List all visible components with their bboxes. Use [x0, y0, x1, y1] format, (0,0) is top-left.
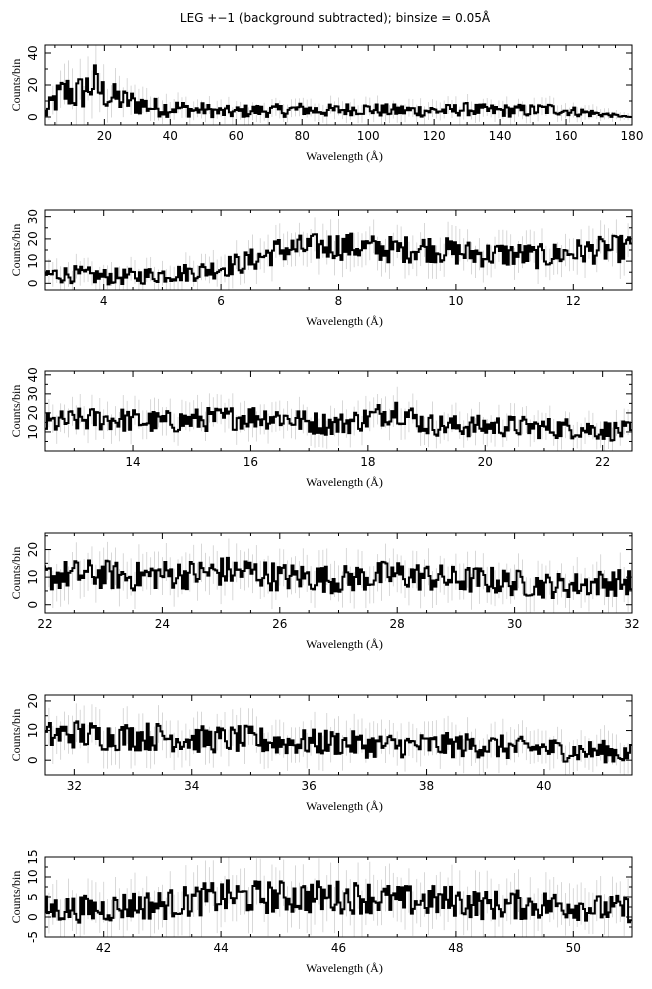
- x-tick-label: 8: [335, 294, 343, 308]
- x-tick-label: 46: [331, 941, 346, 955]
- y-tick-label: 0: [26, 756, 40, 764]
- chart-panel-1: 20 40 60 80 100 120 140 160 180 0 20 40 Wavelength (…: [9, 44, 644, 163]
- y-tick-label: 30: [26, 386, 40, 401]
- spectrum-line: [45, 232, 632, 286]
- y-tick-label: 20: [26, 693, 40, 708]
- x-axis-label: Wavelength (Å): [306, 799, 383, 813]
- y-tick-label: 20: [26, 77, 40, 92]
- spectrum-line: [45, 720, 632, 764]
- y-tick-label: 10: [26, 253, 40, 268]
- x-tick-label: 42: [96, 941, 111, 955]
- x-tick-label: 40: [536, 779, 551, 793]
- spectrum-line: [45, 879, 632, 924]
- x-tick-label: 16: [243, 455, 258, 469]
- figure-title: LEG +−1 (background subtracted); binsize…: [180, 10, 491, 25]
- y-tick-label: -5: [26, 931, 40, 943]
- x-tick-label: 28: [390, 617, 405, 631]
- chart-panel-2: 4 6 8 10 12 0 10 20 30 Wavelength (Å) Counts/bin: [9, 209, 633, 328]
- y-tick-label: 30: [26, 209, 40, 224]
- x-tick-label: 80: [295, 129, 310, 143]
- y-tick-label: 10: [26, 569, 40, 584]
- y-tick-label: 40: [26, 367, 40, 382]
- x-tick-label: 160: [555, 129, 578, 143]
- x-tick-label: 26: [272, 617, 287, 631]
- x-tick-label: 100: [357, 129, 380, 143]
- x-tick-label: 38: [419, 779, 434, 793]
- x-tick-label: 12: [566, 294, 581, 308]
- y-axis-label: Counts/bin: [9, 871, 23, 924]
- spectrum-line: [45, 64, 632, 119]
- x-axis-label: Wavelength (Å): [306, 637, 383, 651]
- x-tick-label: 20: [97, 129, 112, 143]
- y-tick-label: 0: [26, 601, 40, 609]
- x-tick-label: 32: [624, 617, 639, 631]
- x-tick-label: 14: [125, 455, 140, 469]
- x-tick-label: 18: [360, 455, 375, 469]
- y-tick-label: 5: [26, 893, 40, 901]
- y-axis-label: Counts/bin: [9, 59, 23, 112]
- chart-panel-3: 14 16 18 20 22 10 20 30 40 Wavelength (Å) Counts/b…: [9, 367, 633, 489]
- y-tick-label: 0: [26, 280, 40, 288]
- y-tick-label: 10: [26, 723, 40, 738]
- x-tick-label: 140: [489, 129, 512, 143]
- x-tick-label: 44: [213, 941, 228, 955]
- x-tick-label: 60: [229, 129, 244, 143]
- x-axis-label: Wavelength (Å): [306, 961, 383, 975]
- x-tick-label: 36: [302, 779, 317, 793]
- y-tick-label: 0: [26, 113, 40, 121]
- error-bars: [45, 538, 632, 613]
- spectrum-line: [45, 556, 632, 600]
- x-tick-label: 22: [37, 617, 52, 631]
- x-tick-label: 50: [566, 941, 581, 955]
- chart-panel-4: 22 24 26 28 30 32 0 10 20 Wavelength (Å) Counts/bi…: [9, 532, 640, 651]
- y-tick-label: 20: [26, 405, 40, 420]
- y-tick-label: 15: [26, 849, 40, 864]
- x-tick-label: 24: [155, 617, 170, 631]
- y-tick-label: 20: [26, 542, 40, 557]
- x-tick-label: 34: [184, 779, 199, 793]
- chart-panel-6: 42 44 46 48 50 -5 0 5 10 15 Wavelength (Å) Counts/b…: [9, 849, 633, 975]
- x-tick-label: 10: [448, 294, 463, 308]
- y-tick-label: 10: [26, 424, 40, 439]
- x-tick-label: 4: [100, 294, 108, 308]
- x-axis-label: Wavelength (Å): [306, 149, 383, 163]
- y-tick-label: 40: [26, 45, 40, 60]
- y-tick-label: 20: [26, 231, 40, 246]
- x-tick-label: 32: [67, 779, 82, 793]
- x-tick-label: 40: [163, 129, 178, 143]
- error-bars: [45, 45, 632, 125]
- x-axis-label: Wavelength (Å): [306, 314, 383, 328]
- y-tick-label: 0: [26, 913, 40, 921]
- x-tick-label: 6: [217, 294, 225, 308]
- y-axis-label: Counts/bin: [9, 385, 23, 438]
- x-tick-label: 22: [595, 455, 610, 469]
- x-tick-label: 180: [621, 129, 644, 143]
- x-tick-label: 20: [478, 455, 493, 469]
- y-axis-label: Counts/bin: [9, 709, 23, 762]
- x-axis-label: Wavelength (Å): [306, 475, 383, 489]
- x-tick-label: 48: [448, 941, 463, 955]
- y-axis-label: Counts/bin: [9, 547, 23, 600]
- spectrum-line: [45, 401, 632, 442]
- chart-panel-5: 32 34 36 38 40 0 10 20 Wavelength (Å) Counts/bin: [9, 693, 633, 813]
- x-tick-label: 30: [507, 617, 522, 631]
- x-tick-label: 120: [423, 129, 446, 143]
- y-tick-label: 10: [26, 869, 40, 884]
- y-axis-label: Counts/bin: [9, 224, 23, 277]
